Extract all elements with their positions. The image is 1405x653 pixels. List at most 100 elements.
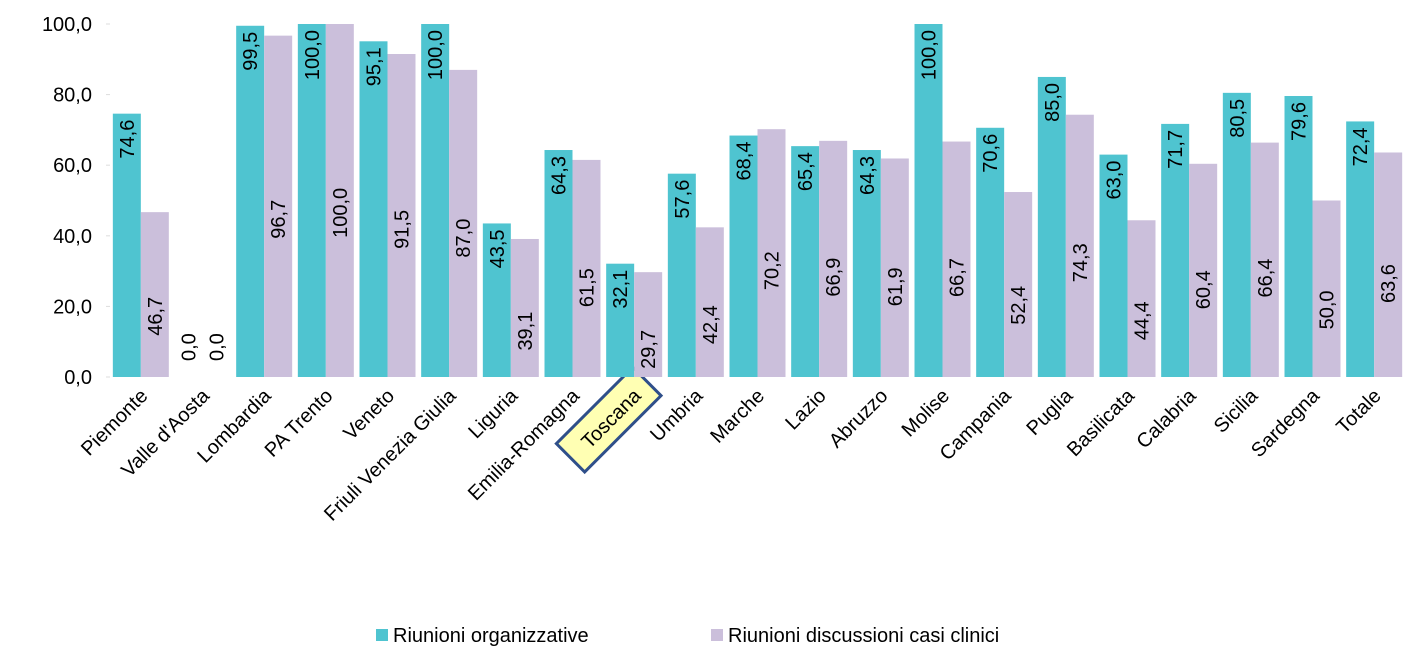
x-tick-label: Lazio [781,385,830,434]
legend-label: Riunioni discussioni casi clinici [728,625,999,647]
x-tick-label: Liguria [464,384,523,443]
value-label: 63,6 [1378,264,1400,303]
y-tick-label: 20,0 [53,296,92,318]
value-label: 100,0 [919,30,941,80]
value-label: 72,4 [1350,127,1372,166]
value-label: 64,3 [857,156,879,195]
value-label: 0,0 [207,333,229,361]
value-label: 29,7 [638,330,660,369]
value-label: 70,2 [762,251,784,290]
value-label: 95,1 [364,47,386,86]
bar [387,54,416,377]
bar [1222,92,1251,378]
legend-swatch [711,629,723,641]
value-label: 60,4 [1193,270,1215,309]
value-label: 87,0 [453,219,475,258]
value-label: 63,0 [1104,161,1126,200]
bar [634,272,663,377]
bar [544,150,573,377]
bar [1346,121,1375,377]
x-tick-label: Sicilia [1210,384,1263,437]
bar [1099,154,1128,377]
x-tick-label: Calabria [1132,384,1201,453]
bar [667,173,696,377]
value-label: 91,5 [392,210,414,249]
bar [325,24,354,377]
bar [359,41,388,378]
x-tick-label: Totale [1332,385,1385,438]
value-label: 66,4 [1255,259,1277,298]
x-tick-label: Marche [706,385,769,448]
highlight-box [554,365,664,475]
bar [1312,200,1341,377]
value-label: 74,3 [1070,243,1092,282]
bar [1004,192,1033,377]
x-tick-label: Abruzzo [825,385,892,452]
bar [112,113,141,378]
value-label: 100,0 [302,30,324,80]
value-label: 100,0 [330,188,352,238]
bar [1189,163,1218,377]
bar [852,150,881,377]
bar [1374,152,1403,377]
bar [791,146,820,377]
y-tick-label: 100,0 [42,14,92,36]
value-label: 99,5 [240,32,262,71]
value-label: 44,4 [1132,301,1154,340]
bar [606,263,635,377]
bar [1284,96,1313,378]
x-tick-label: Molise [898,385,954,441]
x-tick-label: Puglia [1022,384,1077,439]
bar [572,159,601,377]
value-label: 66,9 [823,258,845,297]
x-tick-label: Basilicata [1063,384,1140,461]
value-label: 65,4 [795,152,817,191]
value-label: 80,5 [1227,99,1249,138]
y-tick-label: 40,0 [53,226,92,248]
y-tick-label: 60,0 [53,155,92,177]
bar [1127,220,1156,377]
value-label: 0,0 [179,333,201,361]
value-label: 61,9 [885,267,907,306]
legend-label: Riunioni organizzative [393,625,589,647]
value-label: 85,0 [1042,83,1064,122]
bar [757,129,786,377]
value-label: 57,6 [672,180,694,219]
value-label: 61,5 [577,268,599,307]
bar [880,158,909,377]
bar [976,127,1005,377]
bar [1065,114,1094,377]
value-label: 50,0 [1317,290,1339,329]
bar [449,69,478,377]
bar [482,223,511,377]
value-label: 43,5 [487,229,509,268]
bar [695,227,724,377]
bar [942,141,971,377]
value-label: 42,4 [700,305,722,344]
value-label: 52,4 [1008,286,1030,325]
y-tick-label: 0,0 [64,367,92,389]
value-label: 71,7 [1165,130,1187,169]
value-label: 66,7 [947,258,969,297]
value-label: 32,1 [610,270,632,309]
bar [1250,142,1279,377]
value-label: 70,6 [980,134,1002,173]
bar [729,135,758,377]
bar [236,25,265,377]
legend-swatch [376,629,388,641]
y-tick-label: 80,0 [53,85,92,107]
bar [914,24,943,377]
value-label: 39,1 [515,312,537,351]
x-tick-label: Veneto [339,385,399,445]
x-tick-label: Sardegna [1247,384,1325,462]
value-label: 68,4 [734,142,756,181]
bar [510,238,539,377]
bar [1161,123,1190,377]
value-label: 96,7 [268,200,290,239]
bar [297,24,326,377]
value-label: 46,7 [145,297,167,336]
bar [140,212,169,377]
value-label: 64,3 [549,156,571,195]
bar [819,140,848,377]
value-label: 79,6 [1289,102,1311,141]
